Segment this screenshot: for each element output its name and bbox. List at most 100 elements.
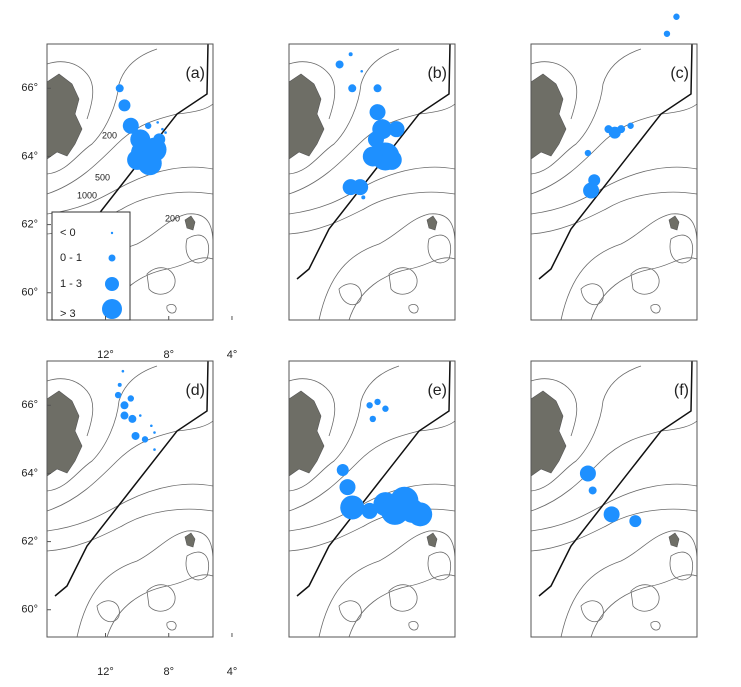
legend-label: > 3 [60, 308, 76, 320]
catch-bubble [150, 424, 153, 428]
catch-bubble [588, 486, 597, 495]
catch-bubble [373, 84, 382, 93]
basemap [46, 360, 214, 638]
catch-bubble [603, 506, 620, 523]
panel-label: (f) [674, 382, 689, 399]
catch-bubble [115, 84, 124, 93]
catch-bubble [137, 151, 162, 176]
panel-frame [288, 360, 456, 638]
catch-bubble [382, 405, 389, 412]
catch-bubble [369, 415, 376, 423]
catch-bubble [153, 448, 156, 451]
catch-bubble [131, 431, 140, 440]
catch-bubble [144, 122, 152, 129]
legend-label: 1 - 3 [60, 278, 82, 290]
catch-bubble [120, 411, 129, 420]
basemap [288, 43, 456, 321]
lon-tick-label: 4° [227, 349, 238, 361]
panel-label: (e) [427, 382, 447, 399]
contour-label: 1000 [77, 190, 97, 200]
catch-bubble [340, 495, 365, 520]
legend-label: 0 - 1 [60, 252, 82, 264]
catch-bubble [153, 133, 166, 146]
catch-bubble [367, 131, 384, 148]
catch-bubble [361, 502, 378, 519]
catch-bubble [153, 431, 156, 434]
legend-symbol [102, 299, 122, 319]
legend-symbol [110, 231, 114, 235]
catch-bubble [374, 398, 381, 406]
catch-bubble [161, 127, 164, 131]
lon-tick-label: 4° [227, 666, 238, 678]
lat-tick-label: 60° [21, 604, 38, 616]
lon-tick-label: 8° [163, 349, 174, 361]
panel-label: (b) [427, 65, 447, 82]
panel-label: (d) [185, 382, 205, 399]
catch-bubble [335, 60, 344, 69]
catch-bubble [369, 104, 386, 121]
catch-bubble [629, 515, 642, 528]
catch-bubble [617, 125, 626, 134]
legend: < 0 0 - 1 1 - 3 > 3 [51, 211, 131, 321]
lat-tick-label: 60° [21, 287, 38, 299]
lat-tick-label: 64° [21, 150, 38, 162]
catch-bubble [348, 84, 357, 93]
catch-bubble [361, 195, 366, 200]
lon-tick-label: 12° [97, 666, 114, 678]
catch-bubble [164, 131, 167, 134]
catch-bubble [579, 465, 596, 482]
catch-bubble [408, 502, 433, 527]
catch-bubble [663, 30, 671, 37]
panel-frame [530, 43, 698, 321]
catch-bubble [362, 146, 383, 167]
panel-label: (c) [670, 65, 689, 82]
catch-bubble [128, 414, 137, 423]
catch-bubble [583, 182, 600, 199]
catch-bubble [114, 391, 122, 399]
catch-bubble [127, 395, 134, 402]
contour-label: 500 [95, 172, 110, 182]
catch-bubble [156, 121, 159, 124]
panel-frame [46, 360, 214, 638]
lat-tick-label: 64° [21, 467, 38, 479]
contour-labels: 200 500 1000 200 [77, 130, 180, 223]
catch-bubble [336, 464, 349, 477]
map-panel: (c) [530, 13, 698, 321]
catch-bubble [360, 69, 364, 73]
catch-bubble [388, 121, 405, 138]
basemap [288, 360, 456, 638]
catch-bubble [348, 52, 353, 57]
catch-bubble [118, 99, 131, 112]
legend-symbol [108, 254, 116, 262]
basemap [530, 360, 698, 638]
lat-tick-label: 66° [21, 399, 38, 411]
lat-tick-label: 66° [21, 82, 38, 94]
lat-tick-label: 62° [21, 218, 38, 230]
catch-bubble [352, 179, 369, 196]
lon-tick-label: 12° [97, 349, 114, 361]
catch-bubble [121, 369, 125, 373]
catch-bubble [584, 149, 592, 157]
catch-bubble [120, 401, 129, 410]
panel-label: (a) [185, 65, 205, 82]
catch-bubble [138, 414, 142, 417]
basemap [530, 43, 698, 321]
contour-label: 200 [102, 130, 117, 140]
lat-tick-label: 62° [21, 535, 38, 547]
catch-bubble [381, 149, 402, 170]
legend-label: < 0 [60, 227, 76, 239]
contour-label: 200 [165, 213, 180, 223]
catch-bubble [339, 479, 356, 496]
map-panel: (b) [288, 43, 456, 321]
legend-symbol [105, 277, 119, 291]
map-panel: (f) [530, 360, 698, 638]
catch-bubble [117, 382, 122, 387]
lon-tick-label: 8° [163, 666, 174, 678]
catch-bubble [366, 402, 373, 409]
catch-bubble [627, 122, 634, 129]
map-panel: (e) [288, 360, 456, 638]
panels: (a) (b) (c) (d) (e) (f) [46, 13, 698, 638]
catch-bubble [673, 13, 680, 20]
catch-bubble [122, 117, 139, 134]
